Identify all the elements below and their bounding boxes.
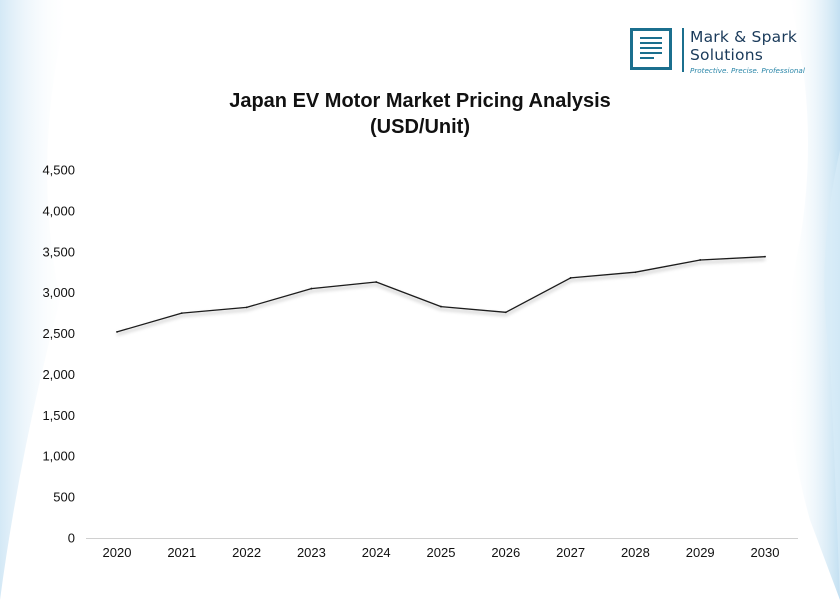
x-tick-label: 2022 (232, 545, 261, 560)
data-point (116, 331, 118, 333)
y-tick-label: 4,000 (42, 203, 75, 218)
x-tick-label: 2029 (686, 545, 715, 560)
x-tick-label: 2025 (427, 545, 456, 560)
chart-title-block: Japan EV Motor Market Pricing Analysis (… (0, 88, 840, 140)
y-tick-label: 3,500 (42, 244, 75, 259)
y-tick-label: 0 (68, 531, 75, 546)
x-tick-label: 2023 (297, 545, 326, 560)
x-tick-label: 2021 (167, 545, 196, 560)
data-point (699, 259, 702, 261)
data-point (634, 271, 637, 274)
y-tick-label: 1,500 (42, 408, 75, 423)
document-icon (630, 28, 672, 70)
chart-subtitle: (USD/Unit) (370, 116, 470, 138)
y-tick-label: 500 (53, 490, 75, 505)
x-tick-label: 2024 (362, 545, 391, 560)
data-point (310, 287, 313, 290)
logo-divider (682, 28, 684, 72)
data-point (375, 281, 378, 283)
logo-name-line1: Mark & Spark (690, 28, 798, 46)
y-tick-label: 2,500 (42, 326, 75, 341)
x-tick-label: 2026 (491, 545, 520, 560)
y-tick-label: 1,000 (42, 449, 75, 464)
y-tick-label: 3,000 (42, 285, 75, 300)
x-tick-label: 2030 (751, 545, 780, 560)
data-point (764, 255, 766, 258)
y-tick-label: 4,500 (42, 163, 75, 178)
x-tick-label: 2027 (556, 545, 585, 560)
company-logo: Mark & Spark Solutions Protective. Preci… (630, 28, 805, 75)
data-point (440, 305, 442, 308)
x-tick-label: 2020 (103, 545, 132, 560)
y-tick-label: 2,000 (42, 367, 75, 382)
logo-text: Mark & Spark Solutions Protective. Preci… (690, 28, 805, 75)
data-point (245, 306, 248, 309)
logo-name-line2: Solutions (690, 46, 764, 64)
series-line (116, 256, 766, 333)
data-point (180, 312, 183, 315)
chart-title: Japan EV Motor Market Pricing Analysis (229, 90, 611, 112)
data-point (569, 277, 572, 279)
logo-tagline: Protective. Precise. Professional (690, 66, 805, 75)
x-tick-label: 2028 (621, 545, 650, 560)
data-point (504, 311, 507, 314)
